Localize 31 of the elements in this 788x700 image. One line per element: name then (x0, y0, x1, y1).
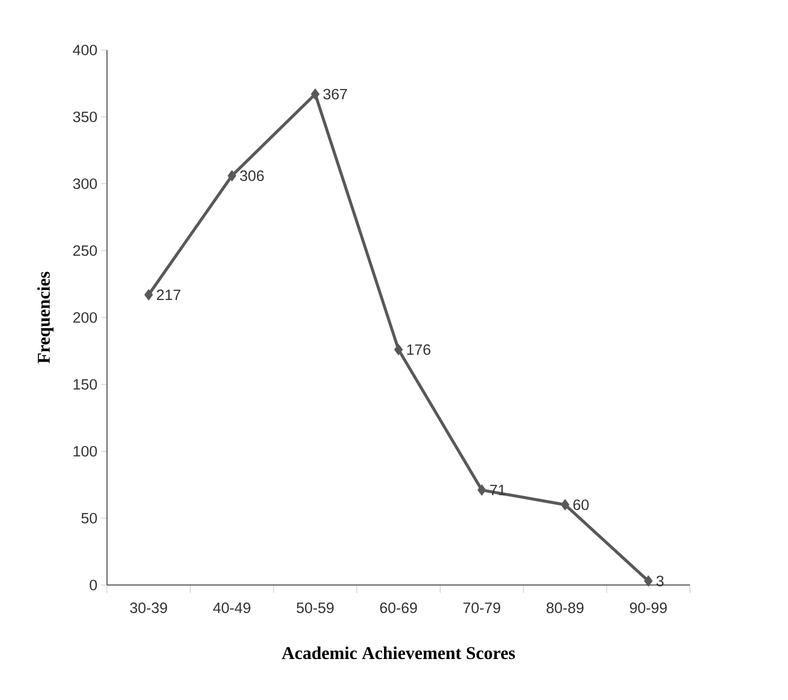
x-tick-label: 50-59 (296, 602, 334, 614)
y-tick-label: 100 (74, 446, 97, 457)
point (394, 344, 403, 356)
y-tick-label: 350 (73, 112, 97, 122)
x-tick-label: 60-69 (380, 602, 417, 614)
data-label: 217 (156, 290, 180, 300)
point (228, 170, 236, 182)
x-axis-title: Academic Achievement Scores (282, 646, 515, 660)
point (477, 484, 486, 496)
point (144, 289, 154, 300)
y-axis-title: Frequencies (37, 272, 54, 364)
data-label: 60 (573, 499, 589, 510)
point (560, 499, 570, 510)
y-tick-label: 150 (74, 379, 97, 390)
y-tick-label: 400 (72, 44, 97, 56)
y-tick-label: 200 (73, 312, 97, 323)
x-tick-label: 80-89 (546, 602, 584, 614)
data-label: 3 (656, 576, 664, 586)
point (644, 575, 653, 587)
data-label: 306 (240, 170, 264, 182)
x-tick-label: 40-49 (213, 602, 250, 614)
x-tick-label: 30-39 (130, 602, 168, 614)
x-tick-label: 90-99 (630, 602, 667, 614)
data-label: 176 (407, 344, 430, 355)
data-label: 367 (323, 88, 347, 100)
point (310, 88, 320, 100)
x-tick-label: 70-79 (463, 602, 500, 614)
y-tick-label: 250 (73, 245, 97, 256)
y-tick-label: 300 (73, 178, 97, 190)
y-tick-label: 50 (81, 512, 97, 524)
y-tick-label: 0 (90, 580, 97, 590)
